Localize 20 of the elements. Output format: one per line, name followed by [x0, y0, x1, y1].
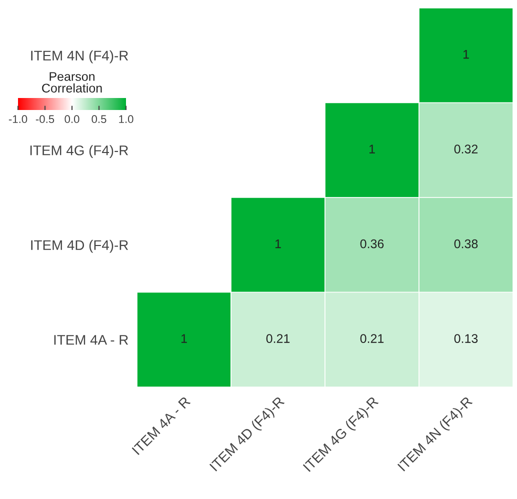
- color-bar-label: 1.0: [119, 115, 134, 124]
- y-tick-label: ITEM 4A - R: [54, 335, 128, 345]
- data-label: 1: [275, 240, 281, 248]
- color-bar-label: -1.0: [8, 115, 28, 124]
- color-bar-title: Pearson Correlation: [42, 72, 102, 93]
- y-tick-label: ITEM 4D (F4)-R: [31, 240, 128, 253]
- color-bar-label: 0.0: [64, 115, 80, 124]
- y-tick-label: ITEM 4N (F4)-R: [31, 50, 128, 64]
- data-label: 0.21: [266, 334, 290, 343]
- data-label: 0.36: [360, 239, 384, 248]
- data-label: 0.21: [360, 334, 384, 343]
- data-label: 1: [181, 334, 187, 343]
- data-label: 1: [463, 50, 469, 59]
- data-label: 0.38: [454, 239, 478, 248]
- data-label: 1: [369, 144, 375, 154]
- data-label: 0.13: [454, 334, 478, 343]
- color-bar-label: -0.5: [36, 115, 54, 124]
- y-tick-label: ITEM 4G (F4)-R: [30, 145, 128, 158]
- data-label: 0.32: [454, 144, 478, 154]
- color-bar-label: 0.5: [92, 115, 106, 124]
